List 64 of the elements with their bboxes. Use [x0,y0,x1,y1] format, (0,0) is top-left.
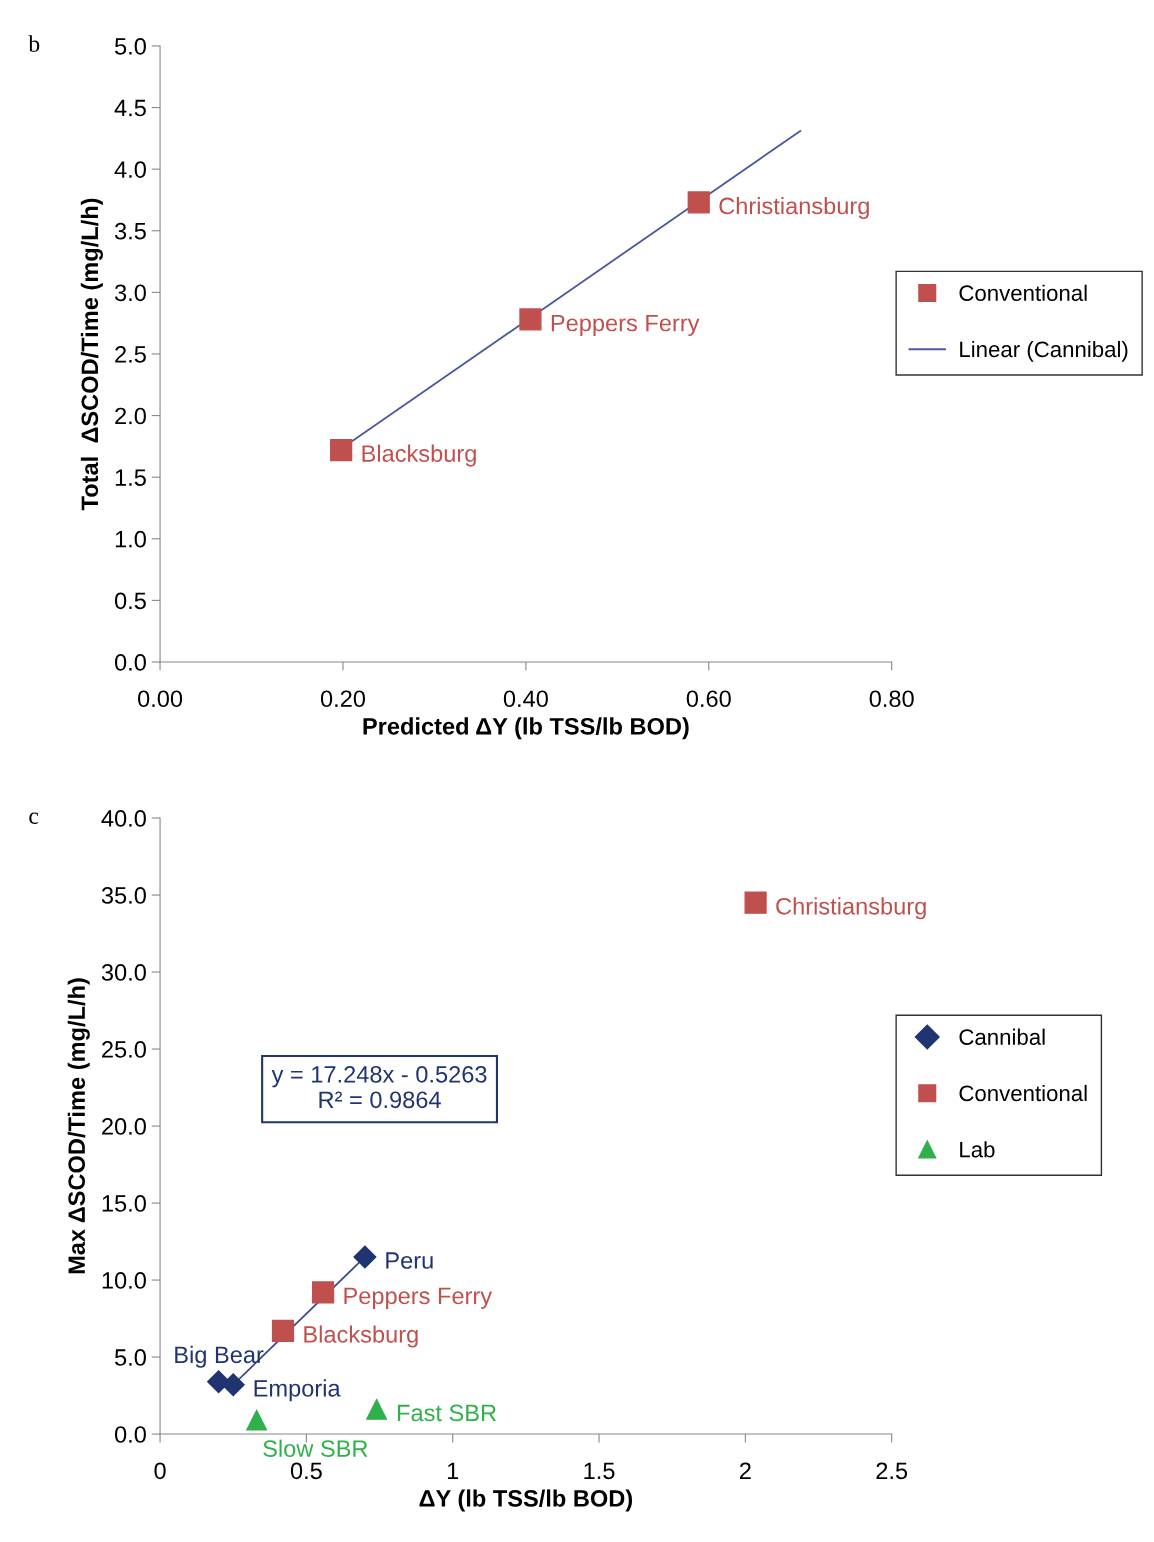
x-tick-label: 1 [447,1462,459,1479]
annotation: Blacksburg [362,444,476,467]
point [330,438,353,462]
y-tick-label: 2.0 [115,407,146,425]
point [353,1245,377,1269]
annotation: y = 17.248x - 0.5263 R² = 0.9864 [271,1065,487,1109]
annotation: Peppers Ferry [551,314,700,337]
y-tick-label: 0.0 [114,1426,146,1443]
y-tick-label: 1.5 [115,469,146,486]
annotation: Peru [386,1252,433,1269]
x-axis-title: Predicted ΔY (lb TSS/lb BOD) [363,717,689,740]
y-tick-label: 35.0 [101,887,146,904]
y-tick-label: 4.0 [114,161,146,178]
annotation: Slow SBR [263,1439,368,1457]
y-tick-label: 0.5 [114,592,146,610]
y-tick-label: 10.0 [102,1272,146,1289]
x-tick-label: 0.5 [290,1462,322,1480]
y-tick-label: 20.0 [102,1118,146,1135]
annotation: Emporia [254,1379,341,1402]
y-tick-label: 30.0 [101,964,146,981]
annotation: Fast SBR [398,1404,496,1422]
x-tick-label: 0.60 [686,690,731,708]
legend-label: Conventional [959,284,1087,301]
x-tick-label: 1.5 [584,1462,615,1480]
x-axis-title: ΔY (lb TSS/lb BOD) [419,1489,633,1512]
point [744,891,767,914]
x-tick-label: 0.20 [320,690,366,708]
legend-label: Linear (Cannibal) [960,340,1128,362]
annotation: Big Bear [175,1345,264,1368]
annotation: Peppers Ferry [344,1287,493,1309]
point [271,1319,295,1342]
text: b [28,35,40,52]
y-tick-label: 3.0 [114,284,146,302]
point [366,1398,388,1420]
y-tick-label: 0.0 [114,654,146,671]
y-tick-label: 25.0 [102,1041,146,1058]
x-tick-label: 0.80 [869,690,914,708]
point [246,1409,268,1431]
legend-label: Lab [960,1141,995,1158]
y-tick-label: 15.0 [102,1195,146,1212]
point [311,1281,335,1304]
y-tick-label: 40.0 [101,810,146,827]
y-tick-label: 4.5 [114,99,146,117]
x-tick-label: 0.00 [138,690,183,708]
y-axis-title: Max ΔSCOD/Time (mg/L/h) [67,978,90,1274]
text: c [29,812,39,824]
legend-label: Conventional [959,1084,1087,1102]
y-tick-label: 1.0 [115,530,146,548]
y-axis-title: Total ΔSCOD/Time (mg/L/h) [80,198,103,511]
point [519,308,542,331]
annotation: Christiansburg [719,196,869,219]
legend-label: Cannibal [959,1028,1045,1045]
y-tick-label: 5.0 [114,1349,146,1366]
y-tick-label: 2.5 [115,346,146,363]
y-tick-label: 5.0 [114,38,146,55]
x-tick-label: 0 [154,1462,166,1480]
point [221,1373,245,1397]
x-tick-label: 2.5 [876,1462,908,1480]
point [687,191,710,214]
annotation: Christiansburg [776,897,926,920]
y-tick-label: 3.5 [114,222,146,240]
annotation: Blacksburg [304,1325,418,1348]
x-tick-label: 0.40 [503,690,548,708]
x-tick-label: 2 [739,1462,751,1479]
